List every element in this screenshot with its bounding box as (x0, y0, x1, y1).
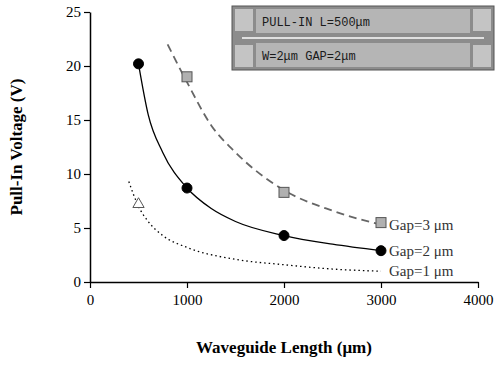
x-tick: 2000 (270, 282, 300, 308)
inset-pad (473, 45, 491, 67)
line-label: Gap=1 μm (389, 263, 454, 279)
fit-line (168, 44, 381, 224)
y-tick: 20 (66, 58, 90, 74)
line-labels: Gap=3 μm Gap=2 μm Gap=1 μm (389, 217, 454, 279)
y-axis-line (90, 13, 92, 283)
x-tick-label: 2000 (270, 292, 300, 308)
x-tick-label: 0 (87, 292, 95, 308)
fit-line (139, 64, 382, 251)
plot-area (129, 44, 386, 271)
data-point (279, 231, 289, 241)
line-label: Gap=3 μm (389, 217, 454, 233)
x-tick-mark (284, 282, 285, 288)
y-tick-mark (84, 120, 90, 121)
inset-electrode (256, 9, 470, 33)
y-tick-label: 15 (66, 112, 81, 128)
y-tick-label: 0 (74, 274, 82, 290)
x-axis-title: Waveguide Length (μm) (196, 338, 372, 357)
y-tick: 10 (66, 166, 90, 182)
y-tick: 5 (74, 220, 91, 236)
data-point (134, 59, 144, 69)
fit-line (129, 182, 381, 272)
y-tick-mark (84, 282, 90, 283)
inset-frame (232, 6, 494, 70)
x-tick-mark (478, 282, 479, 288)
y-tick-mark (84, 228, 90, 229)
y-tick-label: 5 (74, 220, 82, 236)
y-tick-label: 25 (66, 4, 81, 20)
y-tick-label: 20 (66, 58, 81, 74)
x-tick-label: 3000 (367, 292, 397, 308)
inset: PULL-IN L=500μm W=2μm GAP=2μm (232, 6, 494, 70)
inset-pad (235, 45, 253, 67)
inset-pad (473, 9, 491, 31)
line-label: Gap=2 μm (389, 243, 454, 259)
y-tick-mark (84, 12, 90, 13)
data-point (182, 72, 192, 82)
y-tick-mark (84, 174, 90, 175)
x-tick: 0 (87, 282, 95, 308)
data-point (182, 183, 192, 193)
y-axis-title: Pull-In Voltage (V) (7, 79, 26, 216)
y-axis: 0 5 10 15 20 25 (66, 4, 91, 290)
inset-waveguide (242, 37, 484, 39)
x-tick-mark (381, 282, 382, 288)
x-tick: 4000 (464, 282, 494, 308)
inset-label: W=2μm GAP=2μm (262, 50, 356, 64)
x-axis: 0 1000 2000 3000 4000 (87, 282, 494, 308)
y-tick-label: 10 (66, 166, 81, 182)
x-tick: 1000 (173, 282, 203, 308)
x-tick-label: 1000 (173, 292, 203, 308)
inset-label: PULL-IN L=500μm (262, 16, 370, 30)
data-point (376, 218, 386, 228)
x-tick-mark (187, 282, 188, 288)
inset-pad (235, 9, 253, 31)
y-tick-mark (84, 66, 90, 67)
inset-electrode (256, 43, 470, 67)
y-tick: 0 (74, 274, 91, 290)
chart: 0 1000 2000 3000 4000 0 5 10 15 20 25 Waveguide Len… (0, 0, 503, 365)
data-point (376, 246, 386, 256)
x-tick: 3000 (367, 282, 397, 308)
x-tick-label: 4000 (464, 292, 494, 308)
data-point (279, 187, 289, 197)
y-tick: 15 (66, 112, 90, 128)
x-tick-mark (90, 282, 91, 288)
data-point (133, 198, 144, 208)
y-tick: 25 (66, 4, 90, 20)
